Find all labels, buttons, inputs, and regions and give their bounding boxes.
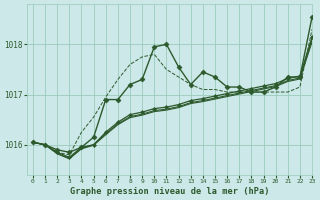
X-axis label: Graphe pression niveau de la mer (hPa): Graphe pression niveau de la mer (hPa): [70, 187, 269, 196]
